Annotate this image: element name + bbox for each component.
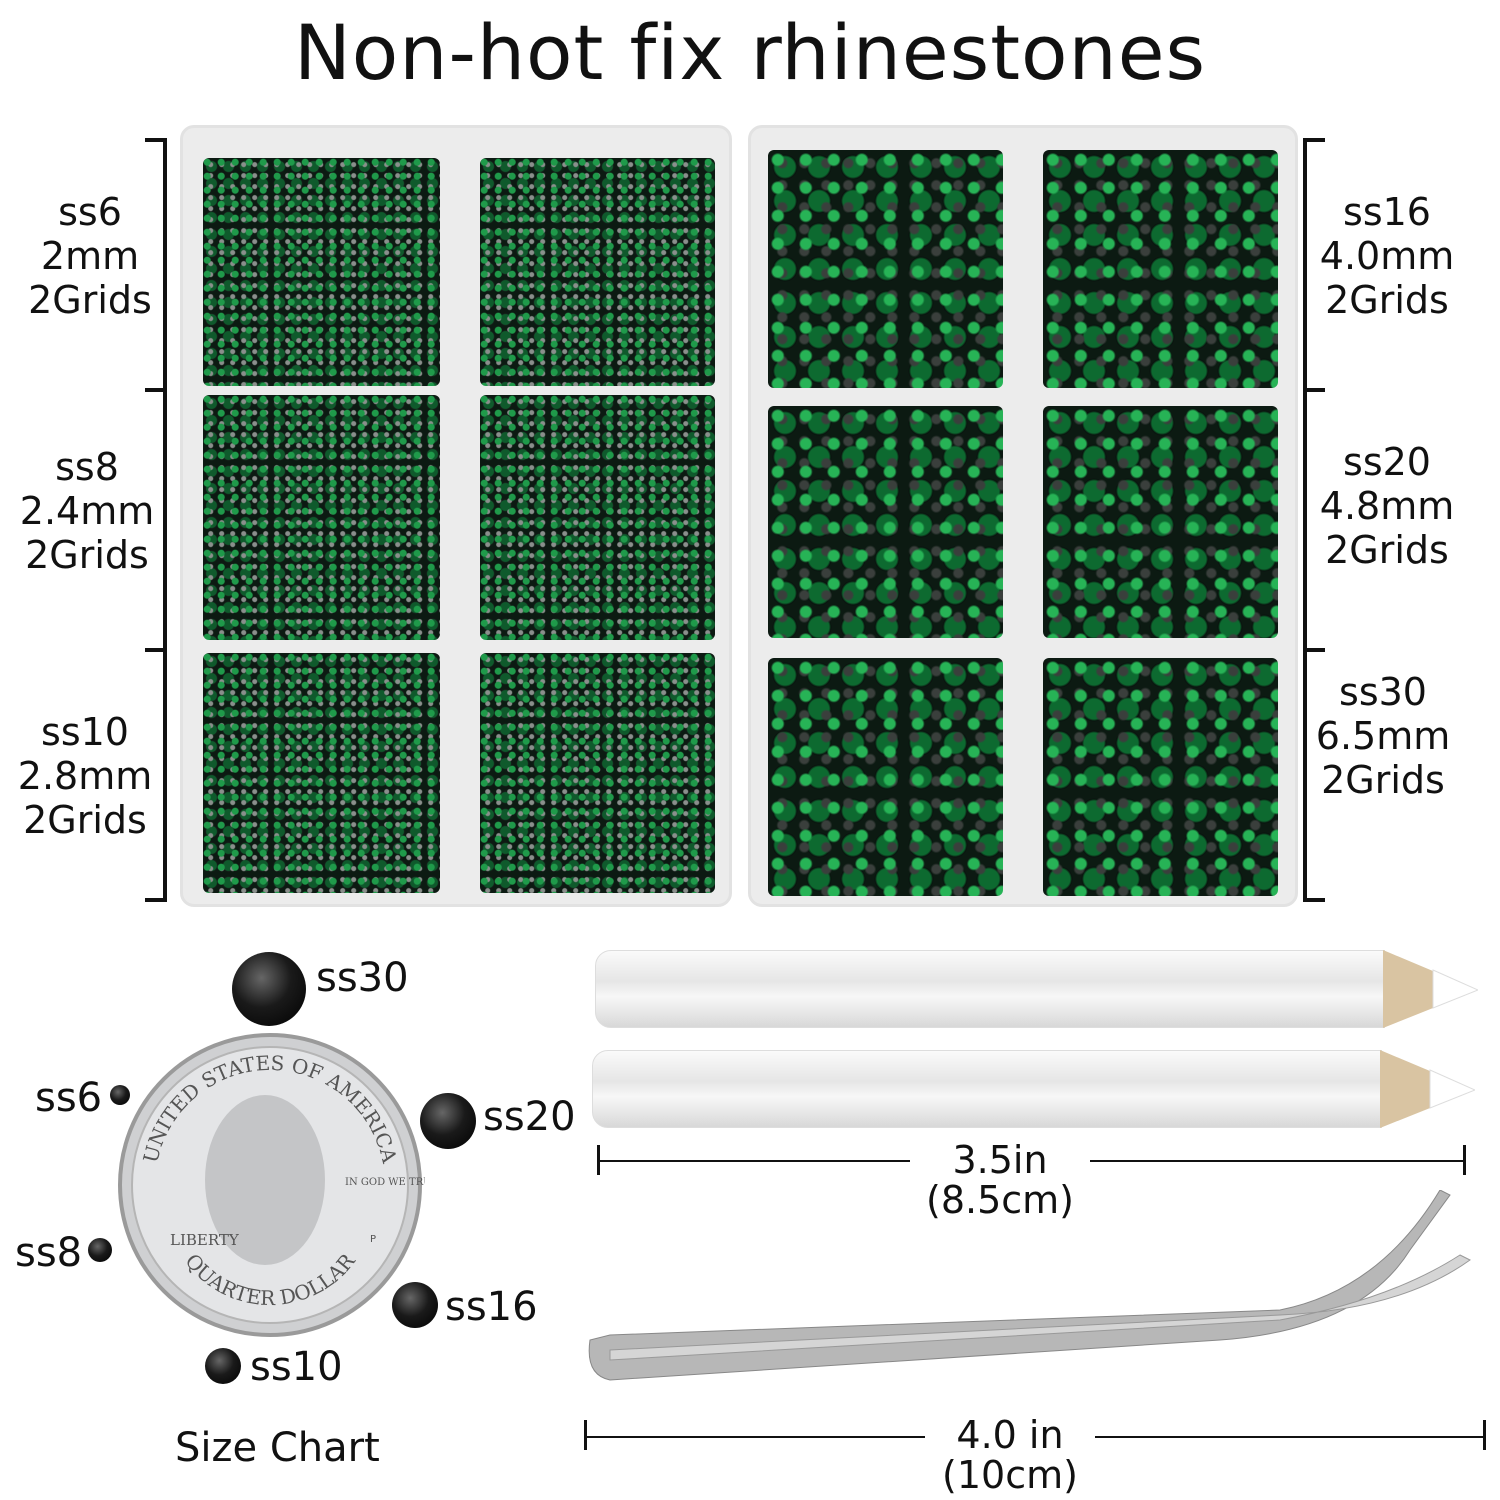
bracket-divider: [1303, 388, 1325, 392]
label-ss8: ss8 2.4mm 2Grids: [12, 445, 162, 577]
label-ss30: ss30 6.5mm 2Grids: [1308, 670, 1458, 802]
bracket-divider: [145, 648, 167, 652]
tweezer-length-in: 4.0 in: [956, 1413, 1064, 1457]
grids-text: 2Grids: [25, 533, 149, 577]
mm-text: 4.0mm: [1319, 234, 1455, 278]
stone-ss16: [392, 1282, 438, 1328]
stone-ss20: [420, 1093, 476, 1149]
size-chart-title: Size Chart: [175, 1425, 380, 1471]
left-bracket: [145, 138, 167, 902]
right-bracket: [1303, 138, 1325, 902]
label-ss6: ss6 2mm 2Grids: [15, 190, 165, 322]
bracket-divider: [1303, 648, 1325, 652]
stone-label-ss8: ss8: [15, 1230, 83, 1276]
coin-liberty: LIBERTY: [170, 1231, 240, 1249]
size-text: ss30: [1339, 670, 1427, 714]
pencil-length-in: 3.5in: [952, 1138, 1048, 1182]
dimension-end: [597, 1145, 600, 1175]
grids-text: 2Grids: [28, 278, 152, 322]
mm-text: 2.8mm: [17, 754, 153, 798]
left-tray: [180, 125, 732, 907]
grid-ss10-b: [480, 653, 715, 893]
grid-ss20-b: [1043, 406, 1278, 638]
grid-ss6-b: [480, 158, 715, 386]
page-title: Non-hot fix rhinestones: [293, 8, 1207, 97]
label-ss20: ss20 4.8mm 2Grids: [1312, 440, 1462, 572]
size-text: ss6: [58, 190, 122, 234]
mm-text: 4.8mm: [1319, 484, 1455, 528]
stone-label-ss20: ss20: [483, 1094, 576, 1140]
dimension-end: [1463, 1145, 1466, 1175]
grids-text: 2Grids: [23, 798, 147, 842]
pencil-length-label: 3.5in (8.5cm): [910, 1140, 1090, 1220]
quarter-coin: UNITED STATES OF AMERICA QUARTER DOLLAR …: [118, 1033, 425, 1337]
stone-label-ss30: ss30: [316, 955, 409, 1001]
stone-ss8: [88, 1238, 112, 1262]
stone-label-ss10: ss10: [250, 1344, 343, 1390]
coin-mint: P: [370, 1234, 376, 1245]
tweezer-length-label: 4.0 in (10cm): [925, 1415, 1095, 1495]
tweezer-length-cm: (10cm): [942, 1453, 1078, 1497]
dimension-end: [1483, 1420, 1486, 1450]
pencil: [592, 1050, 1382, 1128]
coin-motto: IN GOD WE TRUST: [345, 1177, 425, 1188]
size-text: ss20: [1343, 440, 1431, 484]
grid-ss30-a: [768, 658, 1003, 896]
grid-ss30-b: [1043, 658, 1278, 896]
pencil-tip: [1380, 1050, 1475, 1128]
dimension-end: [584, 1420, 587, 1450]
grid-ss6-a: [203, 158, 440, 386]
pencil-length-cm: (8.5cm): [926, 1178, 1074, 1222]
stone-ss6: [110, 1085, 130, 1105]
label-ss16: ss16 4.0mm 2Grids: [1312, 190, 1462, 322]
mm-text: 6.5mm: [1315, 714, 1451, 758]
size-text: ss8: [55, 445, 119, 489]
pencil: [595, 950, 1385, 1028]
grids-text: 2Grids: [1325, 528, 1449, 572]
grids-text: 2Grids: [1325, 278, 1449, 322]
grid-ss8-b: [480, 395, 715, 640]
stone-label-ss16: ss16: [445, 1284, 538, 1330]
mm-text: 2.4mm: [19, 489, 155, 533]
tweezers: [588, 1190, 1471, 1381]
grids-text: 2Grids: [1321, 758, 1445, 802]
grid-ss8-a: [203, 395, 440, 640]
stone-ss10: [205, 1348, 241, 1384]
label-ss10: ss10 2.8mm 2Grids: [10, 710, 160, 842]
grid-ss16-b: [1043, 150, 1278, 388]
grid-ss16-a: [768, 150, 1003, 388]
right-tray: [748, 125, 1298, 907]
grid-ss10-a: [203, 653, 440, 893]
mm-text: 2mm: [40, 234, 140, 278]
size-text: ss10: [41, 710, 129, 754]
pencil-tip: [1383, 950, 1478, 1028]
stone-ss30: [232, 952, 306, 1026]
bracket-divider: [145, 388, 167, 392]
size-text: ss16: [1343, 190, 1431, 234]
grid-ss20-a: [768, 406, 1003, 638]
stone-label-ss6: ss6: [35, 1075, 103, 1121]
